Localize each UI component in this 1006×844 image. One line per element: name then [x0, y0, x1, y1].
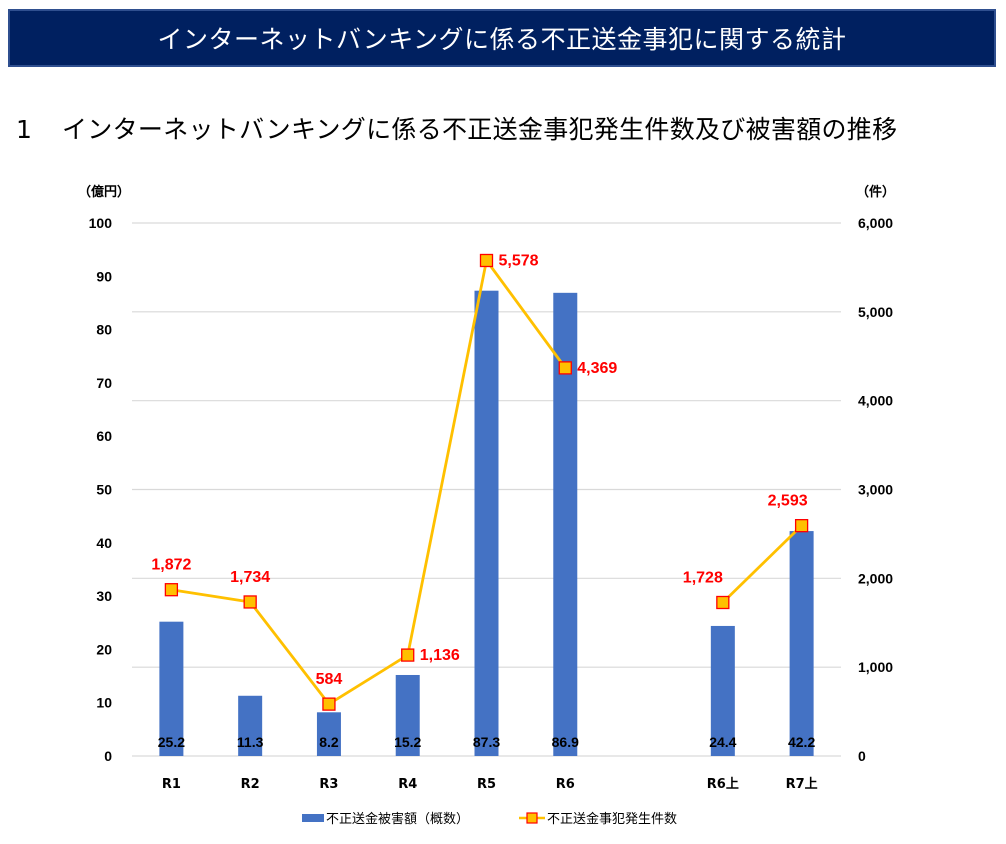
- line-marker: [716, 595, 730, 610]
- line-marker: [164, 583, 179, 597]
- right-tick-label: 1,000: [858, 659, 893, 675]
- legend-item-bar: 不正送金被害額（概数）: [302, 811, 469, 827]
- bar-value-label: 11.3: [237, 734, 264, 750]
- bar: [316, 712, 341, 756]
- bar-value-label: 86.9: [552, 734, 579, 750]
- bar-value-label: 42.2: [788, 734, 815, 750]
- category-label: R6上: [707, 777, 739, 792]
- header-banner: インターネットバンキングに係る不正送金事犯に関する統計: [8, 9, 996, 67]
- section-number: 1: [16, 115, 33, 144]
- left-tick-label: 90: [96, 268, 112, 284]
- line-marker: [401, 648, 415, 662]
- legend: 不正送金被害額（概数） 不正送金事犯発生件数: [302, 811, 677, 827]
- line-marker: [794, 519, 809, 533]
- bar: [159, 621, 184, 756]
- bar-value-label: 8.2: [319, 734, 339, 750]
- left-tick-label: 20: [96, 641, 112, 657]
- left-axis-unit: （億円）: [78, 184, 130, 200]
- category-axis: R1 R2 R3 R4 R5 R6 R6上 R7上: [162, 777, 818, 792]
- bar-value-label: 87.3: [473, 734, 500, 750]
- point-value-label: 1,734: [230, 569, 270, 586]
- bar-series: [159, 290, 814, 756]
- point-value-label: 1,872: [151, 557, 191, 574]
- section-title-text: インターネットバンキングに係る不正送金事犯発生件数及び被害額の推移: [62, 115, 898, 144]
- section-title: 1 インターネットバンキングに係る不正送金事犯発生件数及び被害額の推移: [16, 110, 897, 146]
- right-tick-label: 4,000: [858, 393, 893, 409]
- legend-item-line: 不正送金事犯発生件数: [519, 811, 677, 827]
- right-axis: （件） 0 1,000 2,000 3,000 4,000 5,000 6,000: [856, 184, 895, 764]
- line-markers: [164, 253, 809, 711]
- category-label: R3: [319, 777, 338, 792]
- point-value-label: 5,578: [499, 252, 539, 269]
- right-tick-label: 2,000: [858, 570, 893, 586]
- bar-value-label: 24.4: [709, 734, 736, 750]
- point-value-label: 1,728: [683, 569, 723, 586]
- bar-labels: 25.2 11.3 8.2 15.2 87.3 86.9 24.4 42.2: [158, 734, 816, 750]
- category-label: R5: [477, 777, 496, 792]
- header-title: インターネットバンキングに係る不正送金事犯に関する統計: [157, 25, 847, 54]
- category-label: R6: [556, 777, 575, 792]
- line-marker: [479, 253, 494, 268]
- category-label: R4: [398, 777, 417, 792]
- line-marker: [558, 361, 572, 375]
- point-value-label: 2,593: [768, 493, 808, 510]
- right-tick-label: 5,000: [858, 304, 893, 320]
- left-tick-label: 0: [104, 748, 112, 764]
- bar: [789, 531, 814, 756]
- legend-bar-label: 不正送金被害額（概数）: [326, 811, 469, 827]
- bar: [395, 674, 420, 756]
- point-value-label: 584: [316, 671, 343, 688]
- right-tick-label: 3,000: [858, 482, 893, 498]
- category-label: R1: [162, 777, 181, 792]
- legend-bar-swatch: [302, 814, 324, 822]
- left-axis: （億円） 0 10 20 30 40 50 60 70 80 90 100: [78, 184, 130, 764]
- legend-line-label: 不正送金事犯発生件数: [547, 811, 677, 827]
- category-label: R2: [241, 777, 260, 792]
- legend-marker-swatch: [526, 812, 538, 824]
- left-tick-label: 100: [89, 215, 113, 231]
- line-path: [171, 259, 567, 706]
- left-tick-label: 30: [96, 588, 112, 604]
- line-marker: [243, 595, 257, 609]
- bar: [474, 290, 499, 756]
- line-marker: [322, 697, 336, 711]
- category-label: R7上: [786, 777, 818, 792]
- point-labels: 1,872 1,734 584 1,136 5,578 4,369 1,728 2,593: [151, 252, 807, 688]
- bar-value-label: 25.2: [158, 734, 185, 750]
- line-path: [721, 524, 803, 604]
- right-axis-unit: （件）: [856, 184, 895, 200]
- bar-value-label: 15.2: [394, 734, 421, 750]
- left-tick-label: 70: [96, 375, 112, 391]
- right-tick-label: 0: [858, 748, 866, 764]
- point-value-label: 4,369: [577, 360, 617, 377]
- left-tick-label: 80: [96, 322, 112, 338]
- left-tick-label: 50: [96, 482, 112, 498]
- line-series: [171, 259, 803, 706]
- left-tick-label: 40: [96, 535, 112, 551]
- point-value-label: 1,136: [420, 647, 460, 664]
- bar: [710, 625, 735, 756]
- bar: [238, 695, 263, 756]
- left-tick-label: 60: [96, 428, 112, 444]
- right-tick-label: 6,000: [858, 215, 893, 231]
- left-tick-label: 10: [96, 695, 112, 711]
